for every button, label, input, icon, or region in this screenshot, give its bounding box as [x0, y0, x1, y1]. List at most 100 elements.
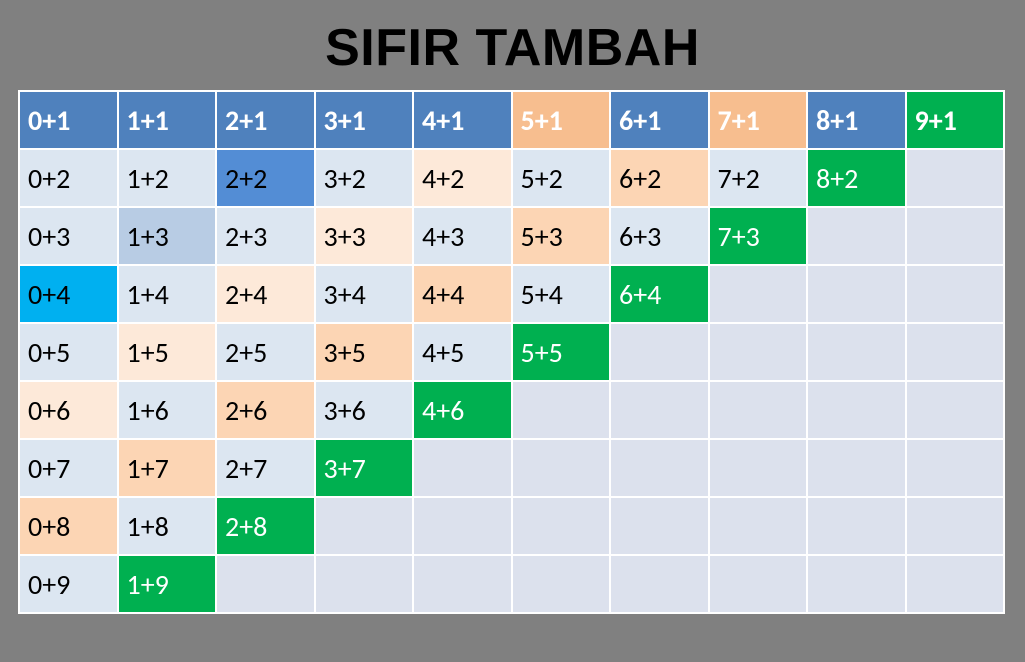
table-cell: 5+3 — [512, 207, 611, 265]
table-cell — [906, 207, 1005, 265]
table-cell: 2+8 — [216, 497, 315, 555]
table-cell — [216, 555, 315, 613]
table-cell: 2+1 — [216, 91, 315, 149]
table-cell — [610, 497, 709, 555]
table-cell — [807, 265, 906, 323]
table-cell: 1+8 — [118, 497, 217, 555]
table-cell: 5+5 — [512, 323, 611, 381]
table-cell: 4+5 — [413, 323, 512, 381]
table-cell — [906, 323, 1005, 381]
table-cell — [906, 381, 1005, 439]
table-cell: 2+5 — [216, 323, 315, 381]
table-cell — [512, 381, 611, 439]
table-cell: 1+2 — [118, 149, 217, 207]
table-cell: 1+6 — [118, 381, 217, 439]
table-cell: 7+1 — [709, 91, 808, 149]
table-cell: 4+2 — [413, 149, 512, 207]
table-cell — [610, 381, 709, 439]
table-cell: 6+1 — [610, 91, 709, 149]
table-cell — [709, 381, 808, 439]
table-cell — [906, 149, 1005, 207]
table-cell: 3+3 — [315, 207, 414, 265]
table-row: 0+21+22+23+24+25+26+27+28+2 — [19, 149, 1004, 207]
table-cell: 5+1 — [512, 91, 611, 149]
page-root: SIFIR TAMBAH 0+11+12+13+14+15+16+17+18+1… — [0, 0, 1025, 632]
table-cell — [807, 207, 906, 265]
table-cell: 5+4 — [512, 265, 611, 323]
table-cell — [512, 555, 611, 613]
table-cell: 2+2 — [216, 149, 315, 207]
table-row: 0+91+9 — [19, 555, 1004, 613]
table-cell — [906, 265, 1005, 323]
table-row: 0+61+62+63+64+6 — [19, 381, 1004, 439]
table-cell: 3+1 — [315, 91, 414, 149]
table-cell: 4+6 — [413, 381, 512, 439]
page-title: SIFIR TAMBAH — [18, 18, 1007, 78]
table-cell: 4+4 — [413, 265, 512, 323]
table-cell: 6+3 — [610, 207, 709, 265]
table-cell: 6+4 — [610, 265, 709, 323]
table-cell: 3+7 — [315, 439, 414, 497]
table-cell — [709, 323, 808, 381]
table-cell: 1+3 — [118, 207, 217, 265]
table-cell: 0+6 — [19, 381, 118, 439]
table-cell — [807, 381, 906, 439]
table-cell: 0+4 — [19, 265, 118, 323]
table-cell: 0+7 — [19, 439, 118, 497]
table-cell: 0+3 — [19, 207, 118, 265]
table-cell: 0+1 — [19, 91, 118, 149]
table-cell: 4+3 — [413, 207, 512, 265]
table-cell: 6+2 — [610, 149, 709, 207]
table-row: 0+71+72+73+7 — [19, 439, 1004, 497]
table-cell: 3+2 — [315, 149, 414, 207]
table-cell: 9+1 — [906, 91, 1005, 149]
table-cell — [315, 555, 414, 613]
table-row: 0+31+32+33+34+35+36+37+3 — [19, 207, 1004, 265]
table-cell: 0+8 — [19, 497, 118, 555]
table-cell: 1+1 — [118, 91, 217, 149]
table-cell — [906, 497, 1005, 555]
table-cell — [807, 497, 906, 555]
table-cell — [709, 265, 808, 323]
table-cell — [807, 323, 906, 381]
table-cell: 1+7 — [118, 439, 217, 497]
table-cell — [906, 555, 1005, 613]
table-cell: 0+9 — [19, 555, 118, 613]
table-cell: 4+1 — [413, 91, 512, 149]
table-cell: 7+3 — [709, 207, 808, 265]
table-row: 0+51+52+53+54+55+5 — [19, 323, 1004, 381]
table-row: 0+11+12+13+14+15+16+17+18+19+1 — [19, 91, 1004, 149]
table-cell — [807, 439, 906, 497]
table-cell: 0+5 — [19, 323, 118, 381]
table-cell: 7+2 — [709, 149, 808, 207]
table-cell — [610, 555, 709, 613]
table-cell — [709, 439, 808, 497]
table-cell: 2+6 — [216, 381, 315, 439]
table-row: 0+41+42+43+44+45+46+4 — [19, 265, 1004, 323]
table-cell — [610, 439, 709, 497]
table-cell: 8+1 — [807, 91, 906, 149]
table-cell — [413, 439, 512, 497]
table-cell: 3+6 — [315, 381, 414, 439]
table-cell: 5+2 — [512, 149, 611, 207]
table-cell — [709, 555, 808, 613]
addition-table: 0+11+12+13+14+15+16+17+18+19+10+21+22+23… — [18, 90, 1005, 614]
table-cell: 3+4 — [315, 265, 414, 323]
table-cell — [807, 555, 906, 613]
table-cell: 1+9 — [118, 555, 217, 613]
table-cell — [413, 497, 512, 555]
table-cell: 8+2 — [807, 149, 906, 207]
table-cell: 0+2 — [19, 149, 118, 207]
table-cell: 2+7 — [216, 439, 315, 497]
table-cell — [512, 497, 611, 555]
table-cell — [315, 497, 414, 555]
table-cell: 1+5 — [118, 323, 217, 381]
table-cell — [709, 497, 808, 555]
table-cell — [610, 323, 709, 381]
table-cell — [413, 555, 512, 613]
table-row: 0+81+82+8 — [19, 497, 1004, 555]
table-cell: 3+5 — [315, 323, 414, 381]
table-cell: 1+4 — [118, 265, 217, 323]
table-cell: 2+3 — [216, 207, 315, 265]
table-cell — [512, 439, 611, 497]
